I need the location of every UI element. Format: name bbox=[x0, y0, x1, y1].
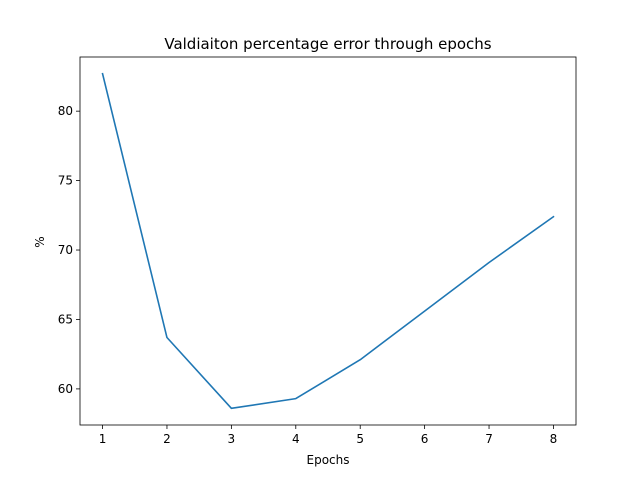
y-tick-label-80: 80 bbox=[58, 104, 73, 118]
plot-frame bbox=[79, 56, 577, 426]
x-tick-label-6: 6 bbox=[421, 432, 429, 446]
y-tick-label-65: 65 bbox=[58, 312, 73, 326]
plot-area: 1 2 3 4 5 6 7 8 60 65 70 75 80 bbox=[58, 56, 577, 446]
y-axis-label: % bbox=[33, 236, 47, 247]
x-tick-label-5: 5 bbox=[356, 432, 364, 446]
chart-title: Valdiaiton percentage error through epoc… bbox=[164, 35, 491, 53]
x-tick-label-1: 1 bbox=[99, 432, 107, 446]
series-line-0 bbox=[101, 72, 555, 410]
y-tick-label-70: 70 bbox=[58, 243, 73, 257]
y-tick-label-75: 75 bbox=[58, 174, 73, 188]
x-tick-label-4: 4 bbox=[292, 432, 300, 446]
x-tick-label-2: 2 bbox=[163, 432, 171, 446]
x-tick-label-8: 8 bbox=[550, 432, 558, 446]
x-axis-label: Epochs bbox=[307, 453, 350, 467]
y-tick-label-60: 60 bbox=[58, 382, 73, 396]
x-tick-label-3: 3 bbox=[228, 432, 236, 446]
x-tick-label-7: 7 bbox=[485, 432, 493, 446]
